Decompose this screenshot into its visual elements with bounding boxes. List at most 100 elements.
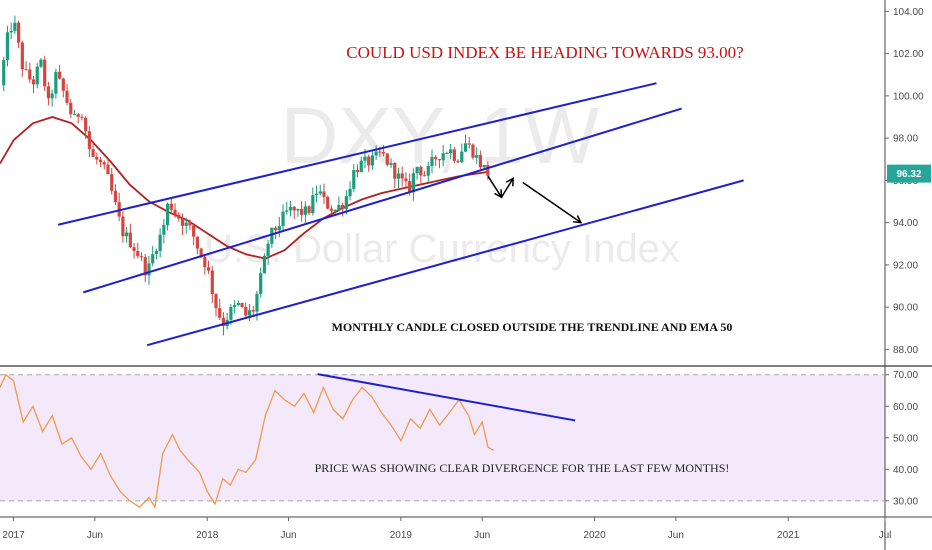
candle-body-56 [210, 270, 214, 295]
candle-body-23 [87, 131, 91, 150]
candle-body-53 [199, 248, 203, 257]
candle-body-26 [98, 159, 103, 163]
candle-body-81 [303, 206, 307, 215]
candle-body-38 [143, 257, 147, 276]
candle-body-91 [341, 205, 345, 210]
price-tick-label-5: 94.00 [893, 218, 918, 229]
candle-body-129 [482, 165, 486, 168]
candle-body-16 [61, 78, 65, 91]
price-tick-label-8: 88.00 [893, 345, 918, 356]
price-tick-label-6: 92.00 [893, 260, 918, 271]
candle-body-75 [281, 211, 285, 227]
trendlines-layer [57, 82, 744, 347]
candle-body-61 [229, 306, 233, 320]
candle-body-57 [214, 294, 218, 309]
candle-body-15 [57, 71, 62, 79]
divergence-trendline [317, 373, 576, 422]
candle-body-55 [206, 267, 211, 271]
candle-body-49 [184, 222, 188, 226]
candle-body-107 [400, 173, 404, 179]
candle-body-69 [259, 273, 263, 294]
time-tick-label-5: Jun [474, 530, 490, 541]
candle-body-109 [408, 181, 412, 193]
candle-body-43 [162, 225, 166, 235]
chart-title: COULD USD INDEX BE HEADING TOWARDS 93.00… [346, 43, 743, 62]
candle-body-2 [9, 30, 13, 33]
candle-body-124 [463, 143, 468, 152]
projection-arrow-head-1 [505, 176, 514, 187]
candle-annotation: MONTHLY CANDLE CLOSED OUTSIDE THE TRENDL… [332, 320, 733, 334]
candle-body-30 [113, 190, 118, 203]
price-tick-label-7: 90.00 [893, 303, 918, 314]
candle-body-12 [46, 86, 51, 99]
candle-body-84 [314, 193, 319, 196]
candle-body-74 [277, 226, 281, 231]
candle-body-47 [177, 214, 181, 219]
candles-layer [2, 15, 490, 336]
candle-body-120 [449, 149, 453, 153]
channel-line-1 [82, 107, 682, 294]
candle-body-46 [173, 209, 177, 215]
candle-body-127 [475, 155, 479, 158]
channel-line-2 [146, 179, 744, 347]
candle-body-76 [285, 210, 289, 212]
last-price-label-bg [887, 164, 931, 183]
ema50-line [0, 116, 489, 260]
candle-body-68 [255, 293, 259, 312]
candle-body-25 [95, 156, 99, 160]
candle-body-22 [84, 117, 88, 132]
time-tick-label-2: 2018 [196, 530, 219, 541]
time-tick-label-9: Jul [879, 530, 892, 541]
candle-body-28 [106, 164, 110, 175]
candle-body-9 [35, 66, 39, 85]
candle-body-97 [363, 156, 367, 161]
candle-body-96 [359, 160, 363, 173]
time-scale[interactable]: 2017 Jun 2018 Jun 2019 Jun 2020 Jun 2021 Jul [2, 517, 891, 541]
candle-body-52 [195, 236, 199, 249]
candle-body-17 [65, 90, 69, 103]
candle-body-20 [76, 114, 80, 117]
candle-body-44 [165, 203, 170, 226]
candle-body-126 [471, 144, 475, 158]
candle-body-21 [80, 116, 84, 118]
candle-body-85 [318, 191, 322, 194]
projection-arrow-head-2 [572, 215, 583, 224]
candle-body-89 [333, 209, 337, 211]
candle-body-48 [180, 218, 185, 226]
candle-body-115 [430, 157, 434, 166]
candle-body-94 [352, 170, 356, 189]
rsi-tick-label-4: 30.00 [893, 496, 918, 507]
candle-body-108 [404, 178, 408, 182]
candle-body-66 [247, 310, 252, 316]
time-tick-label-7: Jun [668, 530, 684, 541]
time-tick-label-0: 2017 [2, 530, 25, 541]
candle-body-39 [147, 263, 151, 276]
candle-body-40 [151, 254, 155, 264]
projection-arrow-shaft-2 [522, 181, 582, 224]
candle-body-29 [110, 174, 114, 191]
candle-body-18 [69, 102, 73, 115]
candle-body-102 [381, 151, 386, 154]
candle-body-72 [270, 227, 274, 244]
candle-body-65 [244, 306, 248, 316]
candle-body-33 [125, 232, 129, 237]
price-scale[interactable]: 104.00102.00100.0098.0096.0094.0092.0090… [885, 7, 924, 507]
candle-body-27 [102, 162, 106, 165]
rsi-tick-label-3: 40.00 [893, 465, 918, 476]
candle-body-70 [262, 255, 267, 274]
time-tick-label-6: 2020 [583, 530, 606, 541]
projection-arrow-shaft-0 [487, 175, 503, 198]
candle-body-71 [266, 243, 270, 256]
candle-body-113 [422, 175, 427, 177]
candle-body-92 [344, 196, 348, 210]
candle-body-83 [311, 195, 315, 214]
candle-body-24 [91, 149, 95, 157]
candle-body-51 [192, 225, 196, 237]
candle-body-98 [367, 156, 371, 166]
candle-body-87 [326, 196, 330, 209]
candle-body-42 [158, 234, 162, 252]
candle-body-0 [2, 59, 6, 86]
candle-body-10 [39, 59, 43, 67]
